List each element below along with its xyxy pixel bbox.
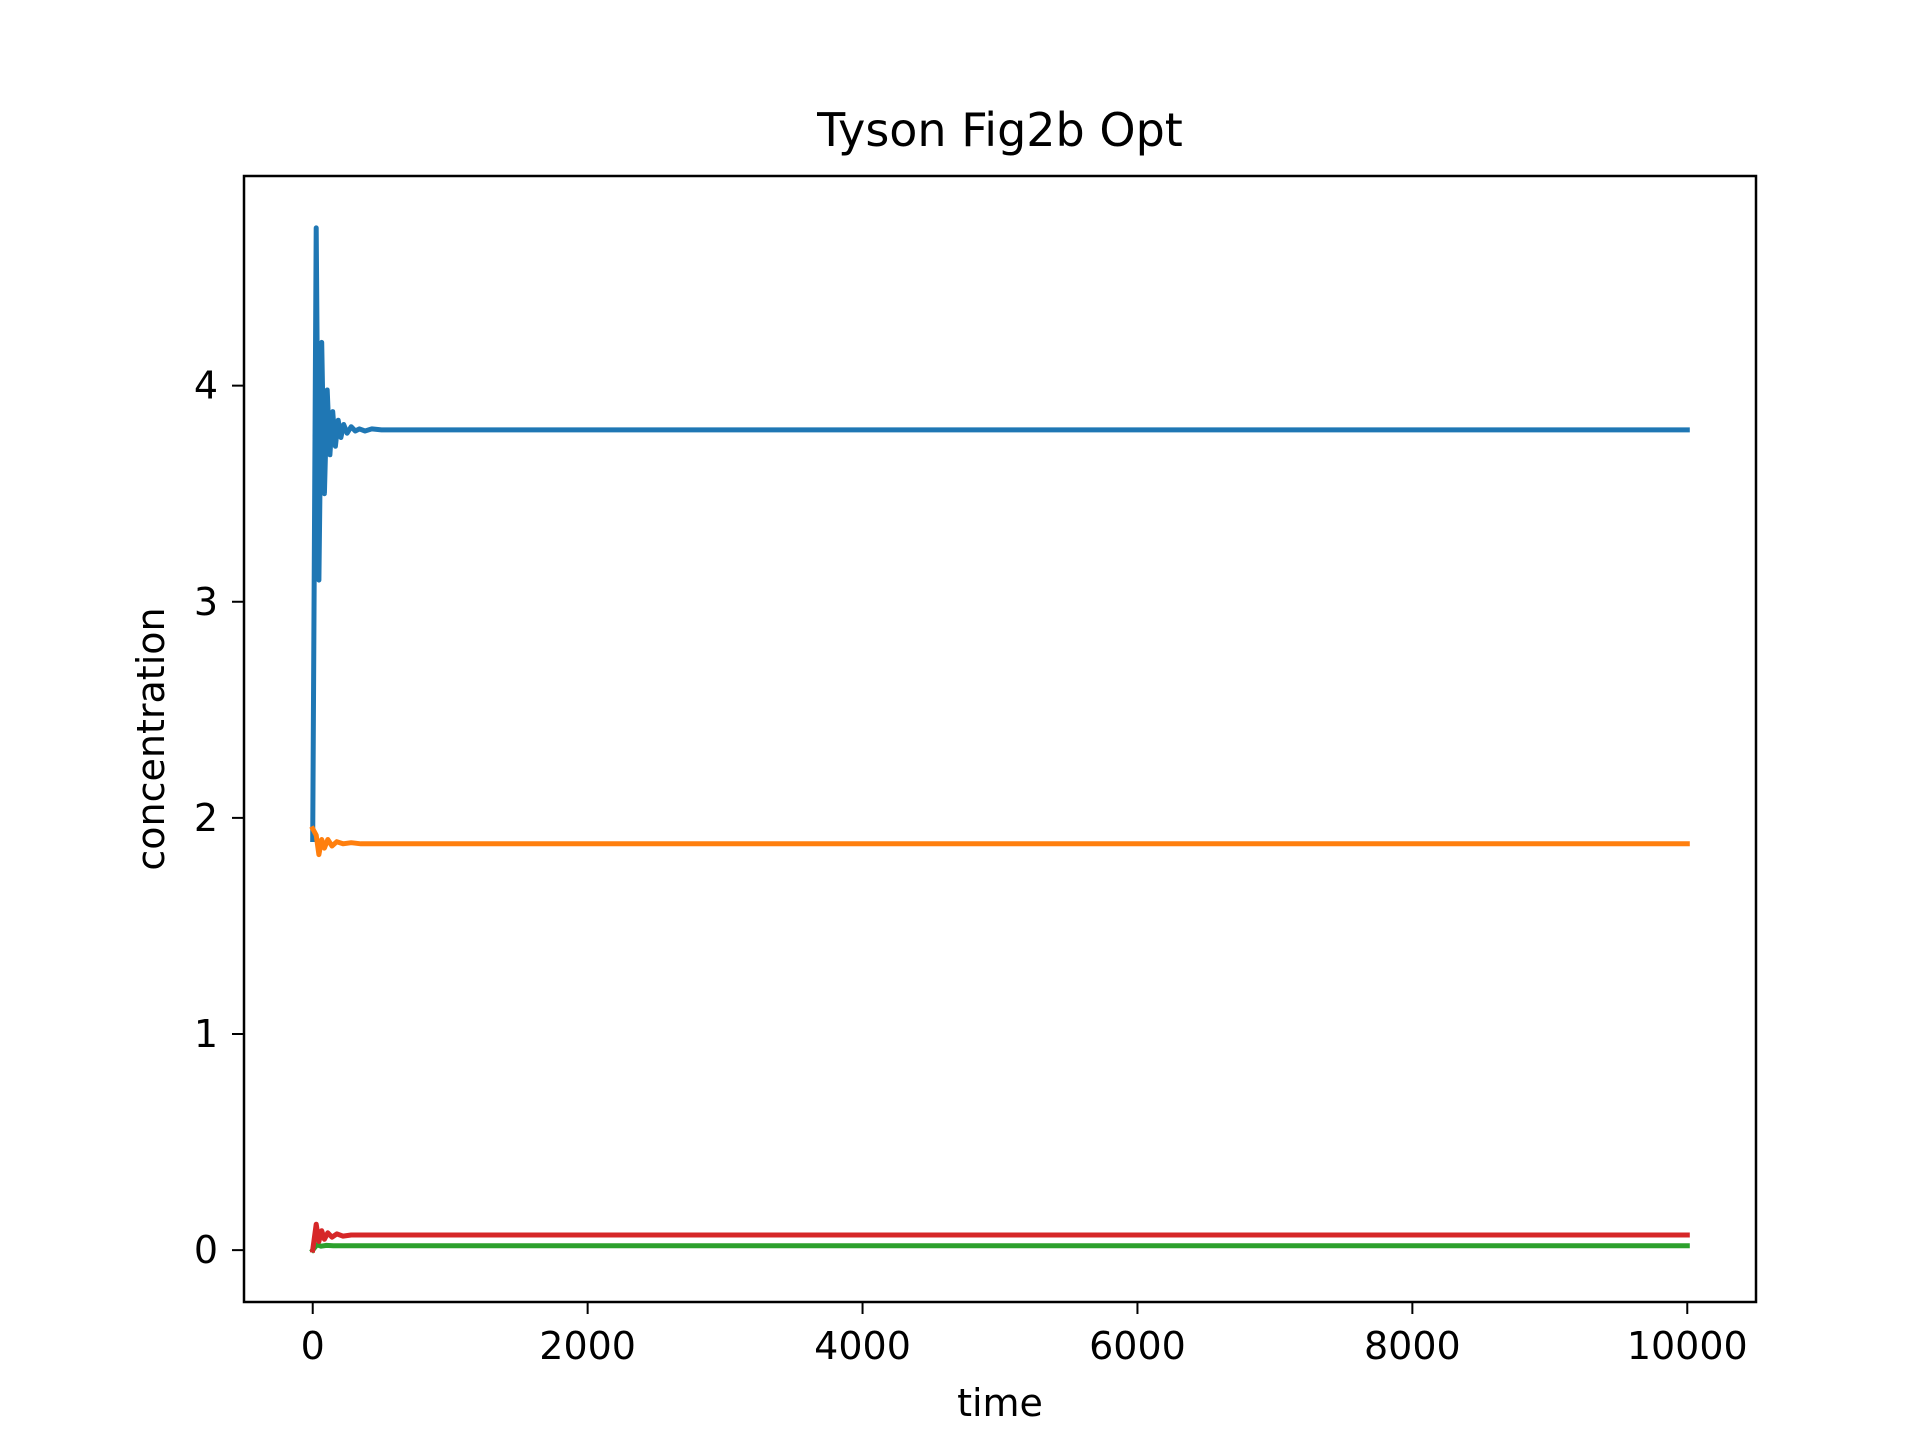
series-line-4 [309,1221,1690,1253]
chart-title: Tyson Fig2b Opt [816,103,1183,157]
y-tick-label: 0 [194,1228,218,1272]
x-tick-label: 2000 [539,1324,636,1368]
x-tick-label: 8000 [1364,1324,1461,1368]
y-tick-label: 3 [194,580,218,624]
plot-frame [242,174,1758,1304]
y-tick-label: 4 [194,364,218,408]
x-tick-label: 10000 [1627,1324,1748,1368]
series-group [309,225,1690,1254]
series-line-1 [310,225,1690,843]
x-tick-label: 4000 [814,1324,911,1368]
series-line-2 [309,825,1690,858]
x-axis-label: time [957,1381,1043,1425]
y-tick-label: 1 [194,1012,218,1056]
y-axis-label: concentration [129,607,173,870]
y-axis-ticks: 0 1 2 3 4 [194,364,244,1272]
x-tick-label: 6000 [1089,1324,1186,1368]
series-line-3 [309,1242,1690,1254]
x-axis-ticks: 0 2000 4000 6000 8000 10000 [301,1302,1748,1368]
y-tick-label: 2 [194,796,218,840]
x-tick-label: 0 [301,1324,325,1368]
